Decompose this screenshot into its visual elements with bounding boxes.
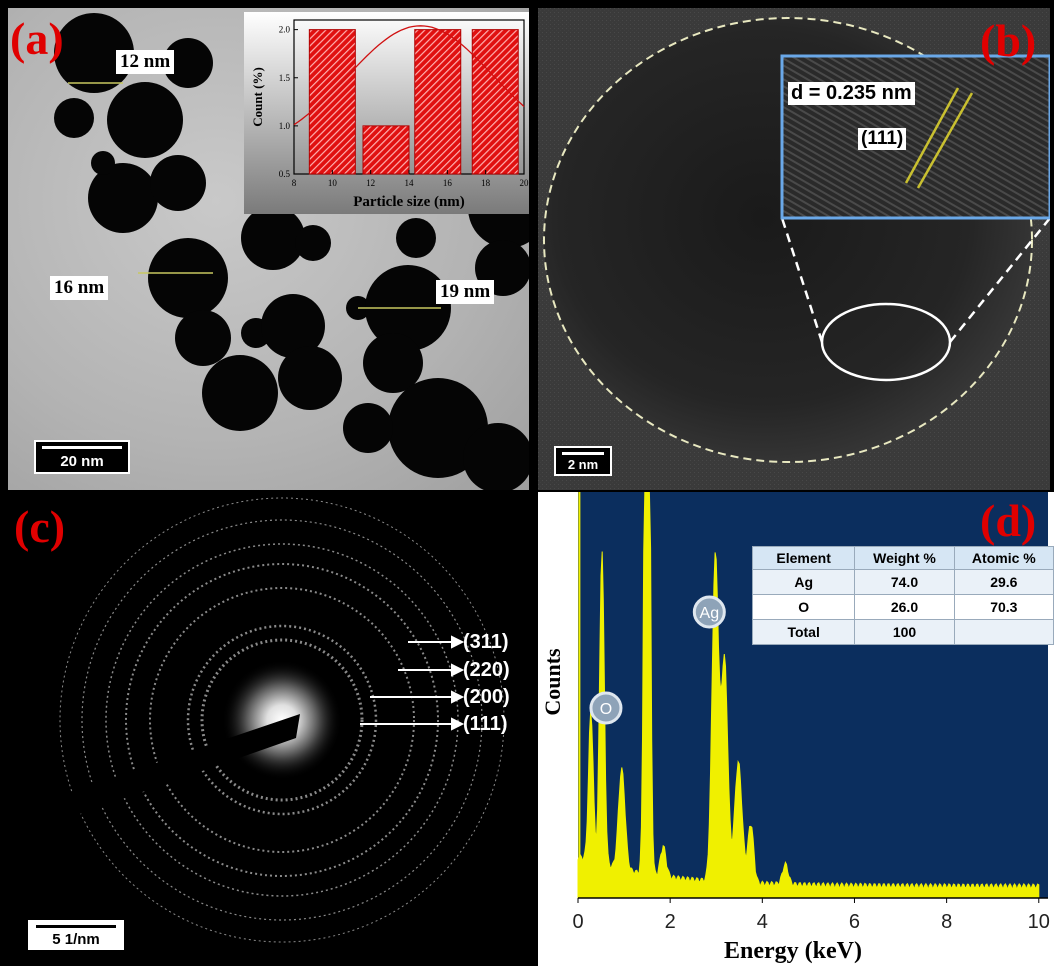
panel-b-hrtem-image: d = 0.235 nm (111) (b) 2 nm <box>538 8 1050 490</box>
x-tick-label: 18 <box>481 178 491 188</box>
x-tick-label: 14 <box>405 178 415 188</box>
table-cell: 29.6 <box>953 569 1054 595</box>
x-tick-label: 8 <box>292 178 297 188</box>
diffraction-rings <box>0 497 505 943</box>
scale-bar-a: 20 nm <box>34 440 130 474</box>
table-cell: Total <box>751 619 856 645</box>
panel-a-tem-image: (a) 12 nm 16 nm 19 nm 20 nm 8 10 12 14 16 18 2… <box>8 8 529 490</box>
size-histogram: 8 10 12 14 16 18 20 0.5 1.0 1.5 2.0 Particle size (… <box>244 12 529 214</box>
table-header: Element <box>751 546 856 570</box>
composition-table: Element Weight % Atomic % Ag 74.0 29.6 O… <box>751 546 1054 645</box>
x-tick-label: 20 <box>520 178 530 188</box>
hrtem-image <box>538 8 1050 490</box>
plane-label: (111) <box>858 128 907 150</box>
gaussian-fit-line <box>293 25 525 126</box>
y-tick-label: 1.0 <box>279 121 291 131</box>
histogram-bar <box>471 29 519 175</box>
y-tick-label: 1.5 <box>279 73 291 83</box>
table-cell: 70.3 <box>953 594 1054 620</box>
size-label-12: 12 nm <box>116 50 175 74</box>
x-tick-label: 8 <box>941 911 952 933</box>
table-header: Atomic % <box>953 546 1054 570</box>
y-tick-label: 2.0 <box>279 25 291 35</box>
histogram-bar <box>414 29 462 175</box>
edx-spectrum <box>577 492 1040 899</box>
x-tick-label: 2 <box>665 911 676 933</box>
table-header: Weight % <box>854 546 955 570</box>
x-tick-label: 10 <box>1028 911 1050 933</box>
peak-marker <box>692 595 726 629</box>
y-axis-label: Counts <box>540 648 565 716</box>
x-tick-label: 4 <box>757 911 768 933</box>
panel-d-edx-spectrum: O Ag 0 2 4 6 8 10 Energy (keV) Counts (d) Element… <box>538 492 1054 966</box>
peak-label: O <box>600 701 612 718</box>
d-spacing-label: d = 0.235 nm <box>788 82 915 105</box>
x-axis-label: Energy (keV) <box>724 938 862 964</box>
table-cell <box>953 619 1054 645</box>
y-axis-label: Count (%) <box>250 67 265 127</box>
panel-b-label: (b) <box>980 15 1037 66</box>
x-axis-label: Particle size (nm) <box>353 194 465 210</box>
panel-c-saed-pattern: (c) (311) (220) (200) (111) 5 1/nm <box>0 492 537 966</box>
table-cell: 100 <box>854 619 955 645</box>
scale-bar-b: 2 nm <box>554 446 612 476</box>
size-label-19: 19 nm <box>436 280 495 304</box>
x-tick-label: 6 <box>849 911 860 933</box>
ring-label-200: (200) <box>463 686 510 708</box>
peak-label: Ag <box>700 605 720 622</box>
panel-d-label: (d) <box>980 495 1037 546</box>
size-label-16: 16 nm <box>50 276 109 300</box>
ring-label-111: (111) <box>463 713 508 735</box>
panel-a-label: (a) <box>10 13 64 64</box>
panel-c-label: (c) <box>14 501 66 552</box>
scale-bar-c: 5 1/nm <box>26 918 126 952</box>
table-cell: Ag <box>751 569 856 595</box>
x-tick-label: 12 <box>366 178 375 188</box>
nanoparticle-image <box>54 13 529 490</box>
y-tick-label: 0.5 <box>279 169 291 179</box>
table-cell: 74.0 <box>854 569 955 595</box>
table-cell: 26.0 <box>854 594 955 620</box>
ring-label-220: (220) <box>463 659 510 681</box>
histogram-bar <box>308 29 356 175</box>
table-cell: O <box>751 594 856 620</box>
x-tick-label: 10 <box>328 178 338 188</box>
histogram-bar <box>362 125 410 175</box>
x-tick-label: 16 <box>443 178 453 188</box>
ring-label-311: (311) <box>463 631 509 653</box>
peak-marker <box>589 691 623 725</box>
x-tick-label: 0 <box>572 911 583 933</box>
